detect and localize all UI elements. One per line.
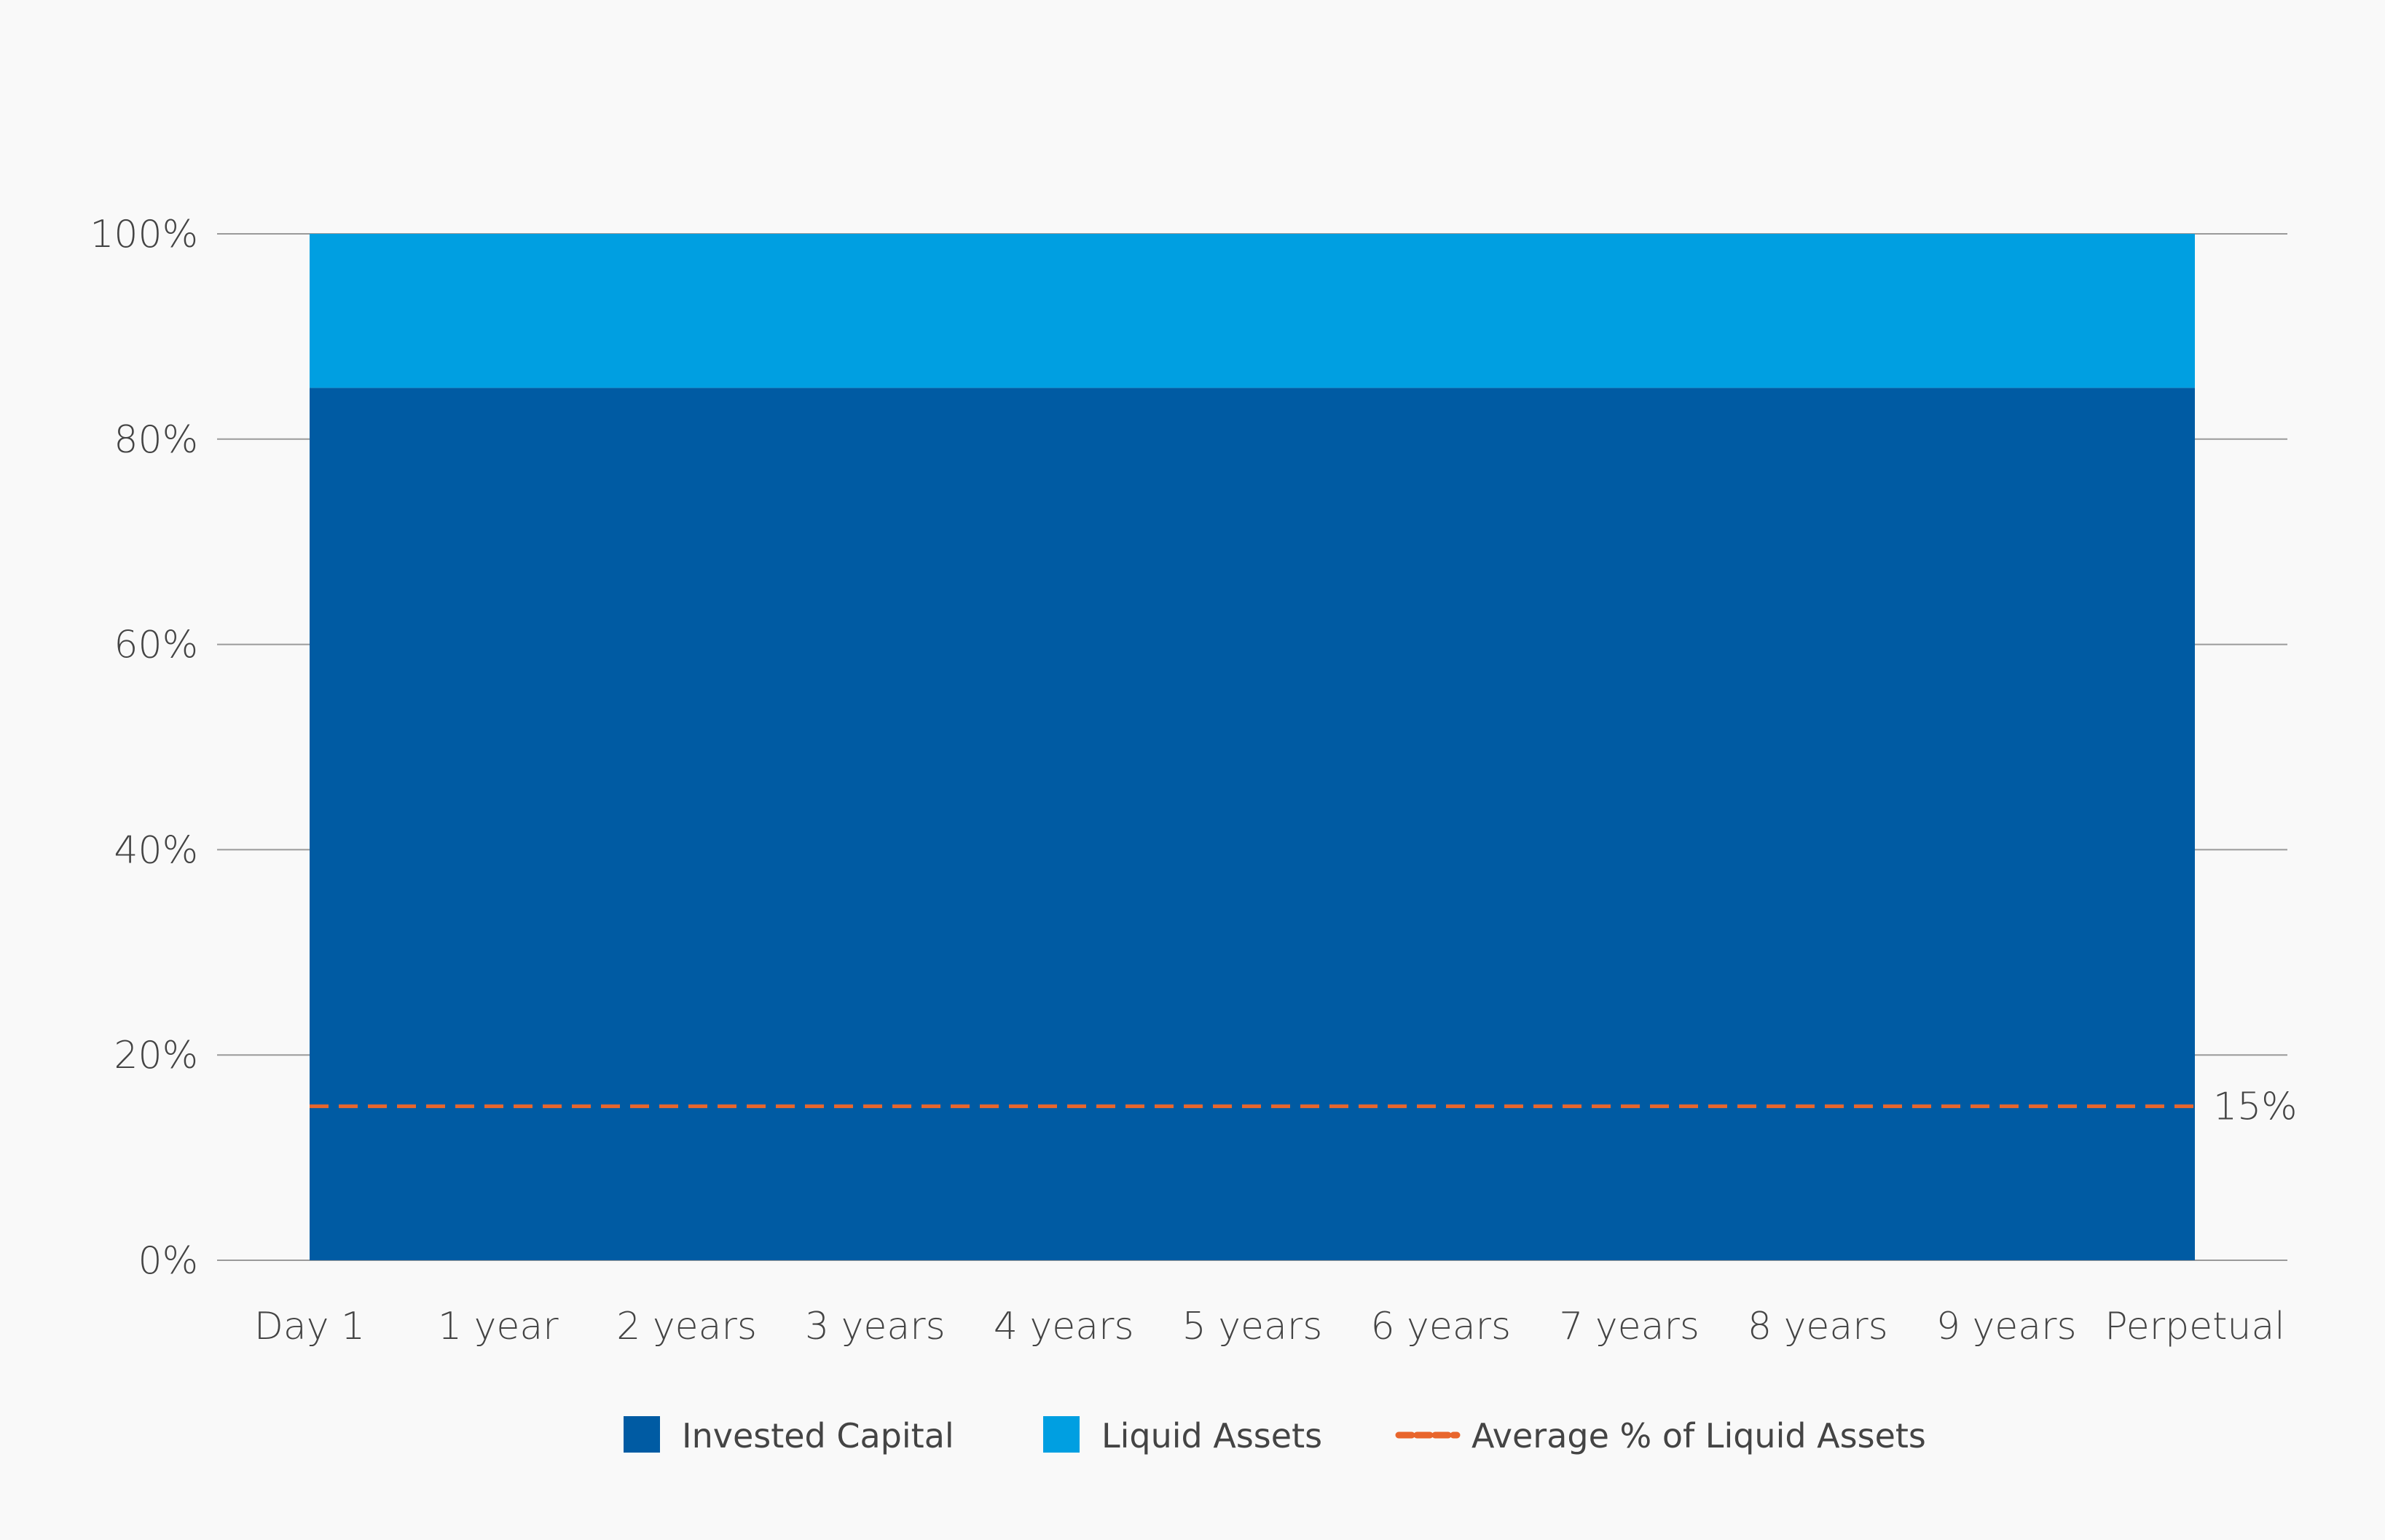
y-tick-label: 40% [114, 828, 198, 872]
x-tick-label: 7 years [1559, 1305, 1700, 1348]
area-liquid-assets [310, 234, 2195, 388]
legend-label: Invested Capital [682, 1416, 954, 1455]
y-axis-ticks: 0% 20% 40% 60% 80% 100% [90, 213, 198, 1283]
legend-label: Average % of Liquid Assets [1472, 1416, 1926, 1455]
legend-item: Average % of Liquid Assets [1395, 1416, 1926, 1455]
y-tick-label: 0% [138, 1239, 199, 1283]
y-tick-label: 20% [114, 1034, 198, 1077]
legend-item: Liquid Assets [1043, 1416, 1322, 1455]
legend-item: Invested Capital [624, 1416, 954, 1455]
x-tick-label: 6 years [1370, 1305, 1511, 1348]
legend-swatch [1043, 1416, 1080, 1453]
y-tick-label: 60% [114, 624, 198, 667]
x-tick-label: 1 year [438, 1305, 559, 1348]
legend-swatch [624, 1416, 660, 1453]
x-tick-label: 2 years [616, 1305, 757, 1348]
x-tick-label: Day 1 [254, 1305, 365, 1348]
x-tick-label: 9 years [1936, 1305, 2077, 1348]
plot-areas [310, 234, 2195, 1260]
legend-label: Liquid Assets [1101, 1416, 1322, 1455]
y-tick-label: 100% [90, 213, 198, 256]
x-tick-label: 3 years [805, 1305, 946, 1348]
legend: Invested Capital Liquid Assets Average % o… [624, 1416, 1926, 1455]
area-invested-capital [310, 388, 2195, 1260]
reference-line-label: 15% [2213, 1085, 2298, 1129]
x-tick-label: 8 years [1748, 1305, 1888, 1348]
reference-line-group: 15% [310, 1085, 2298, 1129]
x-tick-label: Perpetual [2105, 1305, 2285, 1348]
y-tick-label: 80% [114, 418, 198, 462]
x-tick-label: 5 years [1182, 1305, 1323, 1348]
x-tick-label: 4 years [994, 1305, 1134, 1348]
x-axis-ticks: Day 1 1 year 2 years 3 years 4 years 5 years 6… [254, 1305, 2285, 1348]
